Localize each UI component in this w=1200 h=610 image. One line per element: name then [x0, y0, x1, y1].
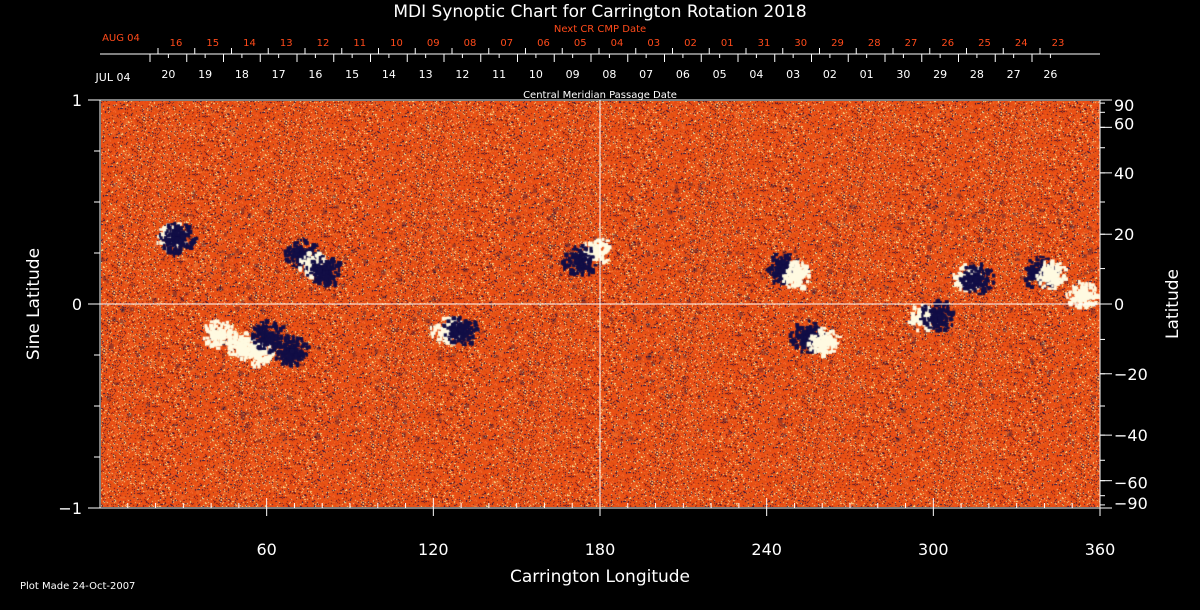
- next-cr-date-label: 04: [611, 38, 624, 49]
- top-date-axis: 20 19 18 17 16 15 14 13 12 11 10 09 08 07 06 05 04 03 02 01…: [149, 38, 1065, 81]
- x-tick-label: 360: [1085, 540, 1116, 559]
- cmp-date-label: 18: [235, 68, 249, 81]
- next-cr-date-label: 29: [831, 38, 844, 49]
- cmp-date-label: 19: [198, 68, 212, 81]
- next-cr-date-label: 11: [353, 38, 366, 49]
- next-cr-start-label: AUG 04: [102, 33, 140, 44]
- chart-title: MDI Synoptic Chart for Carrington Rotati…: [393, 2, 806, 22]
- cmp-date-label: 17: [272, 68, 286, 81]
- cmp-date-label: 09: [566, 68, 580, 81]
- cmp-date-label: 13: [419, 68, 433, 81]
- y-axis-left: 1 0 −1: [58, 91, 100, 518]
- next-cr-date-label: 16: [170, 38, 183, 49]
- cmp-date-label: 26: [1043, 68, 1057, 81]
- next-cr-date-label: 02: [684, 38, 697, 49]
- cmp-date-label: 30: [896, 68, 910, 81]
- cmp-date-label: 10: [529, 68, 543, 81]
- y-right-tick-label: −90: [1114, 494, 1148, 513]
- cmp-date-label: 29: [933, 68, 947, 81]
- next-cr-date-label: 01: [721, 38, 734, 49]
- x-axis-title: Carrington Longitude: [510, 567, 690, 587]
- next-cr-date-label: 13: [280, 38, 293, 49]
- y-axis-left-title: Sine Latitude: [24, 248, 44, 360]
- y-axis-right-title: Latitude: [1163, 269, 1183, 339]
- cmp-date-label: 14: [382, 68, 396, 81]
- cmp-date-label: 20: [161, 68, 175, 81]
- x-tick-label: 300: [918, 540, 949, 559]
- next-cr-date-label: 06: [537, 38, 550, 49]
- cmp-date-label: 05: [713, 68, 727, 81]
- plot-made-note: Plot Made 24-Oct-2007: [20, 581, 135, 592]
- y-right-tick-label: −20: [1114, 365, 1148, 384]
- cmp-date-label: 27: [1007, 68, 1021, 81]
- next-cr-date-label: 08: [464, 38, 477, 49]
- next-cr-date-label: 31: [758, 38, 771, 49]
- y-right-tick-label: −60: [1114, 474, 1148, 493]
- cmp-date-label: 12: [455, 68, 469, 81]
- y-right-tick-label: 90: [1114, 96, 1134, 115]
- y-left-tick-label: −1: [58, 499, 82, 518]
- top-date-start-label: JUL 04: [95, 71, 131, 84]
- next-cr-date-label: 12: [317, 38, 330, 49]
- x-tick-label: 180: [585, 540, 616, 559]
- x-tick-label: 120: [418, 540, 449, 559]
- x-tick-label: 240: [751, 540, 782, 559]
- next-cr-date-label: 26: [941, 38, 954, 49]
- next-cr-date-label: 25: [978, 38, 991, 49]
- cmp-date-label: 16: [308, 68, 322, 81]
- next-cr-date-label: 15: [206, 38, 219, 49]
- next-cr-date-label: 27: [905, 38, 918, 49]
- y-right-tick-label: −40: [1114, 426, 1148, 445]
- next-cr-date-label: 14: [243, 38, 256, 49]
- cmp-caption: Central Meridian Passage Date: [523, 90, 677, 101]
- next-cr-date-label: 28: [868, 38, 881, 49]
- cmp-date-label: 07: [639, 68, 653, 81]
- cmp-date-label: 28: [970, 68, 984, 81]
- cmp-date-label: 02: [823, 68, 837, 81]
- cmp-date-label: 03: [786, 68, 800, 81]
- y-right-tick-label: 40: [1114, 164, 1134, 183]
- next-cr-date-label: 23: [1052, 38, 1065, 49]
- next-cr-date-label: 30: [794, 38, 807, 49]
- cmp-date-label: 04: [749, 68, 763, 81]
- cmp-date-label: 06: [676, 68, 690, 81]
- y-left-tick-label: 1: [72, 91, 82, 110]
- y-right-tick-label: 20: [1114, 225, 1134, 244]
- cmp-date-label: 15: [345, 68, 359, 81]
- next-cr-date-label: 24: [1015, 38, 1028, 49]
- next-cr-date-label: 09: [427, 38, 440, 49]
- next-cr-date-label: 05: [574, 38, 587, 49]
- y-right-tick-label: 0: [1114, 295, 1124, 314]
- x-tick-label: 60: [256, 540, 276, 559]
- y-left-tick-label: 0: [72, 295, 82, 314]
- next-cr-date-label: 03: [647, 38, 660, 49]
- cmp-date-label: 08: [602, 68, 616, 81]
- cmp-date-label: 01: [860, 68, 874, 81]
- cmp-date-label: 11: [492, 68, 506, 81]
- y-right-tick-label: 60: [1114, 114, 1134, 133]
- x-axis: 60 120 180 240 300 360: [127, 498, 1116, 559]
- next-cr-date-label: 10: [390, 38, 403, 49]
- next-cr-date-label: 07: [500, 38, 513, 49]
- next-cr-caption: Next CR CMP Date: [554, 24, 646, 35]
